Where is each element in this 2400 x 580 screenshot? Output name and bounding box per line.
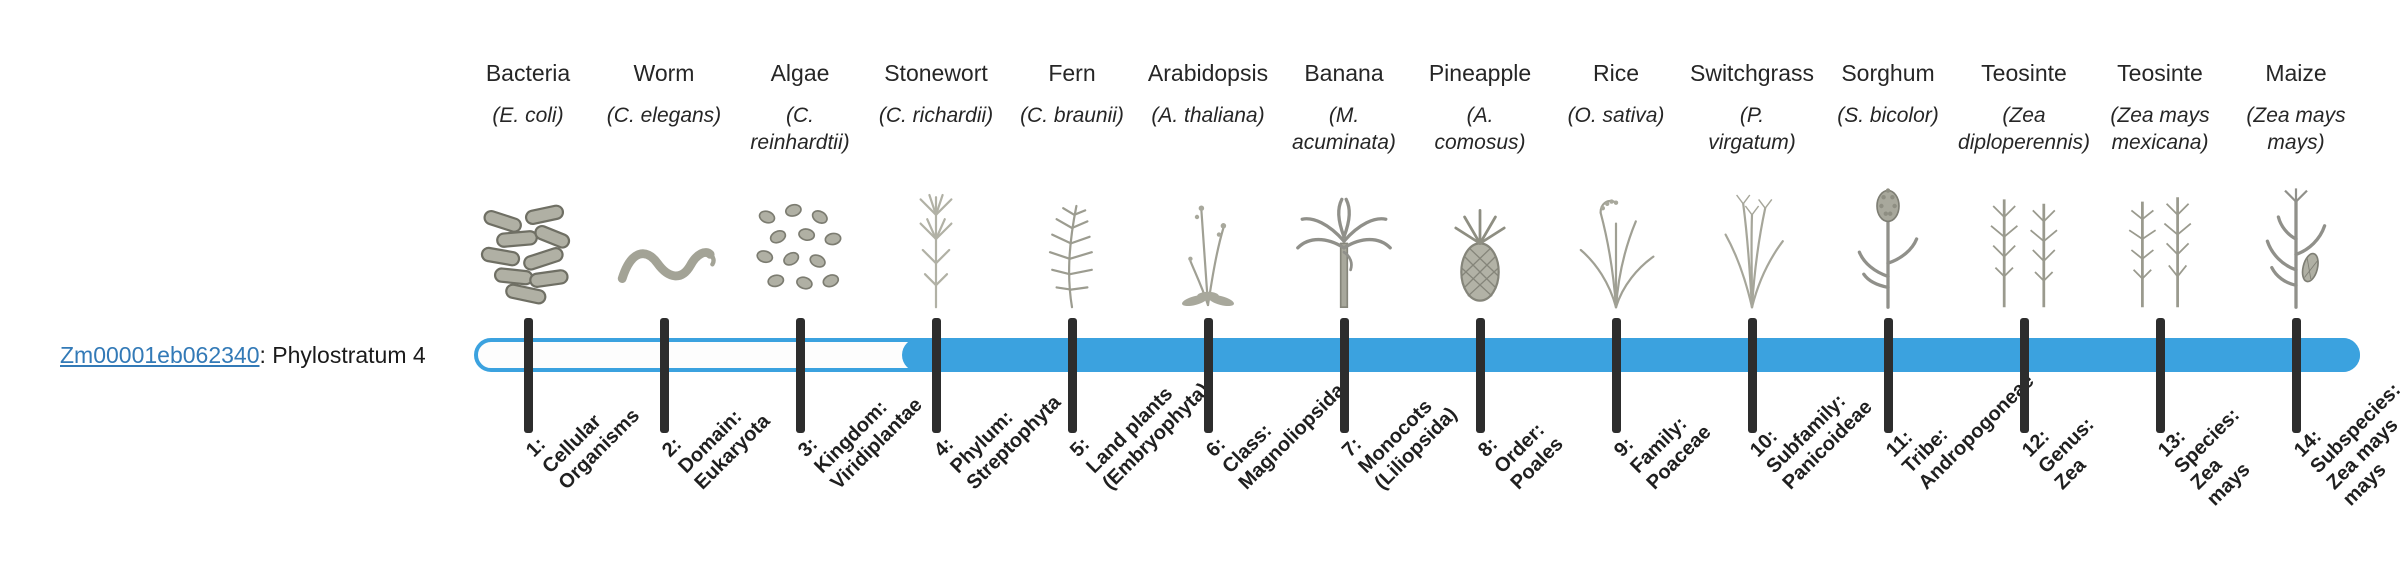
stratum-common-name: Fern xyxy=(1048,60,1096,86)
gene-label: Zm00001eb062340: Phylostratum 4 xyxy=(60,338,426,372)
stratum-common-name: Worm xyxy=(633,60,695,86)
stratum-axis-label: 3: Kingdom: Viridiplantae xyxy=(794,393,927,495)
stratum-scientific-name: (C. elegans) xyxy=(606,104,722,127)
stratum-scientific-name: (M. acuminata) xyxy=(1292,104,1396,154)
stratum-axis-label: 1: Cellular Organisms xyxy=(522,404,644,495)
sorghum-icon xyxy=(1828,178,1948,316)
stratum-tick xyxy=(1340,318,1349,433)
pineapple-icon xyxy=(1420,178,1540,316)
stonewort-icon xyxy=(876,178,996,316)
stratum-common-name: Arabidopsis xyxy=(1147,60,1269,86)
banana-icon xyxy=(1284,178,1404,316)
stratum-scientific-name: (C. reinhardtii) xyxy=(750,104,850,154)
stratum-tick xyxy=(660,318,669,433)
stratum-axis-label: 9: Family: Poaceae xyxy=(1610,412,1716,495)
stratum-scientific-name: (Zea mays mays) xyxy=(2246,104,2346,154)
stratum-tick xyxy=(524,318,533,433)
stratum-common-name: Teosinte xyxy=(1981,60,2067,86)
stratum-scientific-name: (O. sativa) xyxy=(1567,104,1665,127)
teosinte-mexicana-icon xyxy=(2100,178,2220,316)
stratum-tick xyxy=(932,318,941,433)
stratum-axis-label: 14: Subspecies: Zea mays mays xyxy=(2290,378,2400,511)
stratum-common-name: Switchgrass xyxy=(1690,60,1814,86)
stratum-scientific-name: (E. coli) xyxy=(492,104,564,127)
stratum-axis-label: 8: Order: Poales xyxy=(1474,419,1568,495)
stratum-tick xyxy=(2020,318,2029,433)
stratum-tick xyxy=(1476,318,1485,433)
stratum-scientific-name: (P. virgatum) xyxy=(1708,104,1796,154)
stratum-tick xyxy=(796,318,805,433)
stratum-tick xyxy=(1204,318,1213,433)
stratum-axis-label: 4: Phylum: Streptophyta xyxy=(930,391,1066,495)
stratum-tick xyxy=(2156,318,2165,433)
stratum-common-name: Algae xyxy=(770,60,830,86)
teosinte-diploperennis-icon xyxy=(1964,178,2084,316)
worm-icon xyxy=(604,178,724,316)
arabidopsis-icon xyxy=(1148,178,1268,316)
stratum-tick xyxy=(1884,318,1893,433)
stratum-tick xyxy=(1748,318,1757,433)
stratum-scientific-name: (S. bicolor) xyxy=(1837,104,1939,127)
stratum-tick xyxy=(1612,318,1621,433)
stratum-scientific-name: (A. comosus) xyxy=(1434,104,1526,154)
stratum-scientific-name: (C. richardii) xyxy=(878,104,994,127)
stratum-scientific-name: (C. braunii) xyxy=(1020,104,1124,127)
phylostratum-bar-fill xyxy=(902,338,2360,372)
stratum-axis-label: 10: Subfamily: Panicoideae xyxy=(1746,389,1877,495)
stratum-common-name: Banana xyxy=(1304,60,1384,86)
stratum-axis-label: 7: Monocots (Liliopsida) xyxy=(1338,395,1462,495)
gene-label-suffix: : Phylostratum 4 xyxy=(259,342,426,368)
bacteria-icon xyxy=(468,178,588,316)
stratum-axis-label: 12: Genus: Zea xyxy=(2018,413,2099,495)
stratum-common-name: Rice xyxy=(1592,60,1639,86)
stratum-common-name: Teosinte xyxy=(2117,60,2203,86)
algae-icon xyxy=(740,178,860,316)
stratum-common-name: Stonewort xyxy=(884,60,988,86)
maize-icon xyxy=(2236,178,2356,316)
fern-icon xyxy=(1012,178,1132,316)
switchgrass-icon xyxy=(1692,178,1812,316)
stratum-axis-label: 2: Domain: Eukaryota xyxy=(658,405,775,495)
stratum-scientific-name: (Zea mays mexicana) xyxy=(2110,104,2210,154)
stratum-common-name: Maize xyxy=(2265,60,2327,86)
gene-link[interactable]: Zm00001eb062340 xyxy=(60,342,260,368)
stratum-scientific-name: (A. thaliana) xyxy=(1151,104,1265,127)
stratum-tick xyxy=(2292,318,2301,433)
rice-icon xyxy=(1556,178,1676,316)
stratum-tick xyxy=(1068,318,1077,433)
stratum-axis-label: 13: Species: Zea mays xyxy=(2154,404,2255,511)
stratum-common-name: Pineapple xyxy=(1428,60,1532,86)
stratum-scientific-name: (Zea diploperennis) xyxy=(1958,104,2090,154)
stratum-common-name: Bacteria xyxy=(485,60,571,86)
stratum-common-name: Sorghum xyxy=(1841,60,1935,86)
